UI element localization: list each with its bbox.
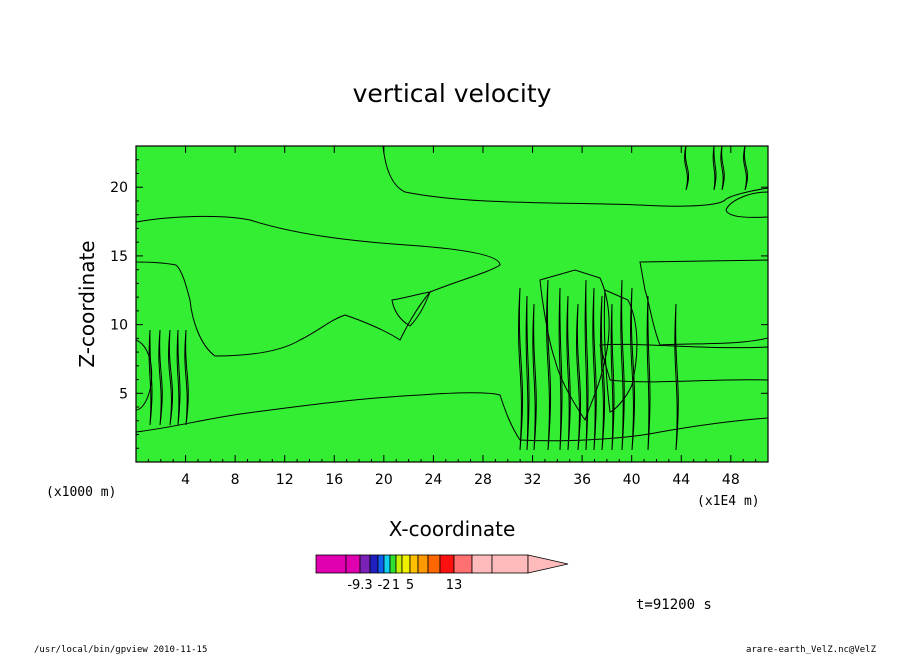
negative-region-upper-right <box>382 146 768 207</box>
chart-title: vertical velocity <box>353 79 552 108</box>
x-tick-label: 12 <box>276 472 294 488</box>
x-tick-label: 8 <box>231 472 240 488</box>
negative-region-left-edge <box>136 339 153 411</box>
contour-streak <box>600 295 606 451</box>
contour-streak <box>720 146 725 191</box>
x-tick-label: 48 <box>722 472 740 488</box>
contour-streak <box>646 295 651 451</box>
y-tick-label: 15 <box>110 249 128 265</box>
x-tick-label: 32 <box>524 472 542 488</box>
contour-streak <box>158 329 163 426</box>
y-tick-label: 5 <box>119 386 128 402</box>
footer-right: arare-earth_VelZ.nc@VelZ <box>746 645 877 654</box>
negative-streaks-center <box>539 269 610 422</box>
x-tick-label: 24 <box>424 472 442 488</box>
colorbar-tick-label: 1 <box>392 578 400 593</box>
x-axis: 4 8 12 16 20 24 28 32 36 40 44 48 <box>147 146 757 488</box>
x-tick-label: 16 <box>325 472 343 488</box>
negative-velocity-regions <box>136 146 768 462</box>
colorbar-segment <box>417 554 429 574</box>
contour-streak <box>584 279 589 451</box>
contour-streak <box>743 146 749 191</box>
x-tick-label: 36 <box>573 472 591 488</box>
contour-streak <box>532 303 537 451</box>
plot-frame <box>135 145 769 463</box>
colorbar-segment <box>491 554 529 574</box>
colorbar-segment <box>439 554 455 574</box>
time-label: t=91200 s <box>636 597 712 613</box>
x-tick-label: 40 <box>623 472 641 488</box>
contour-streak <box>525 295 530 451</box>
contour-streak <box>518 287 524 451</box>
contour-streak <box>674 303 679 451</box>
colorbar-segment <box>409 554 419 574</box>
colorbar-segment <box>453 554 473 574</box>
x-unit-right: (x1E4 m) <box>697 494 760 509</box>
footer-left: /usr/local/bin/gpview 2010-11-15 <box>34 645 207 654</box>
colorbar-tick-label: -2 <box>378 578 391 593</box>
plot-area <box>136 146 768 462</box>
colorbar-segment <box>377 554 385 574</box>
x-tick-label: 20 <box>375 472 393 488</box>
contour-streak <box>546 279 552 451</box>
colorbar-tick-label: 13 <box>446 578 463 593</box>
x-axis-label: X-coordinate <box>389 517 516 541</box>
y-axis: 5 10 15 20 <box>110 159 768 449</box>
colorbar: -9.3 -2 1 5 13 <box>315 554 569 593</box>
colorbar-arrow <box>527 554 569 574</box>
colorbar-segment <box>427 554 441 574</box>
contour-streak <box>592 287 597 451</box>
x-tick-label: 28 <box>474 472 492 488</box>
colorbar-segment <box>383 554 391 574</box>
colorbar-segment <box>471 554 493 574</box>
x-tick-label: 4 <box>181 472 190 488</box>
contour-streak <box>566 295 571 451</box>
contour-streaks <box>148 146 749 451</box>
negative-region-bottom-band <box>136 392 768 462</box>
colorbar-segment <box>345 554 361 574</box>
negative-streaks-right <box>603 289 638 413</box>
contour-streak <box>610 303 615 451</box>
y-axis-label: Z-coordinate <box>75 240 99 367</box>
contour-streak <box>176 329 181 426</box>
colorbar-tick-label: 5 <box>406 578 414 593</box>
x-unit-left: (x1000 m) <box>46 485 116 500</box>
negative-region-upper-left <box>136 215 501 357</box>
y-tick-label: 10 <box>110 318 128 334</box>
colorbar-segment <box>389 554 397 574</box>
colorbar-segment <box>369 554 379 574</box>
contour-streak <box>148 329 153 426</box>
contour-streak <box>184 329 189 426</box>
y-tick-label: 20 <box>110 180 128 196</box>
contour-streak <box>712 146 717 191</box>
x-tick-label: 44 <box>672 472 690 488</box>
contour-streak <box>620 279 625 451</box>
negative-region-right-band <box>639 259 768 346</box>
contour-streak <box>558 287 563 451</box>
contour-streak <box>168 329 174 426</box>
contour-streak <box>684 146 690 191</box>
contour-streak <box>630 287 636 451</box>
colorbar-segment <box>359 554 371 574</box>
positive-island-mid <box>391 291 431 327</box>
negative-region-upper-right-corner <box>725 191 768 218</box>
colorbar-segment <box>401 554 411 574</box>
colorbar-tick-label: -9.3 <box>347 578 372 593</box>
negative-region-right-low <box>599 343 768 383</box>
colorbar-segment <box>315 554 347 574</box>
colorbar-segment <box>395 554 403 574</box>
contour-streak <box>576 303 582 451</box>
plot-background-positive <box>136 146 768 462</box>
